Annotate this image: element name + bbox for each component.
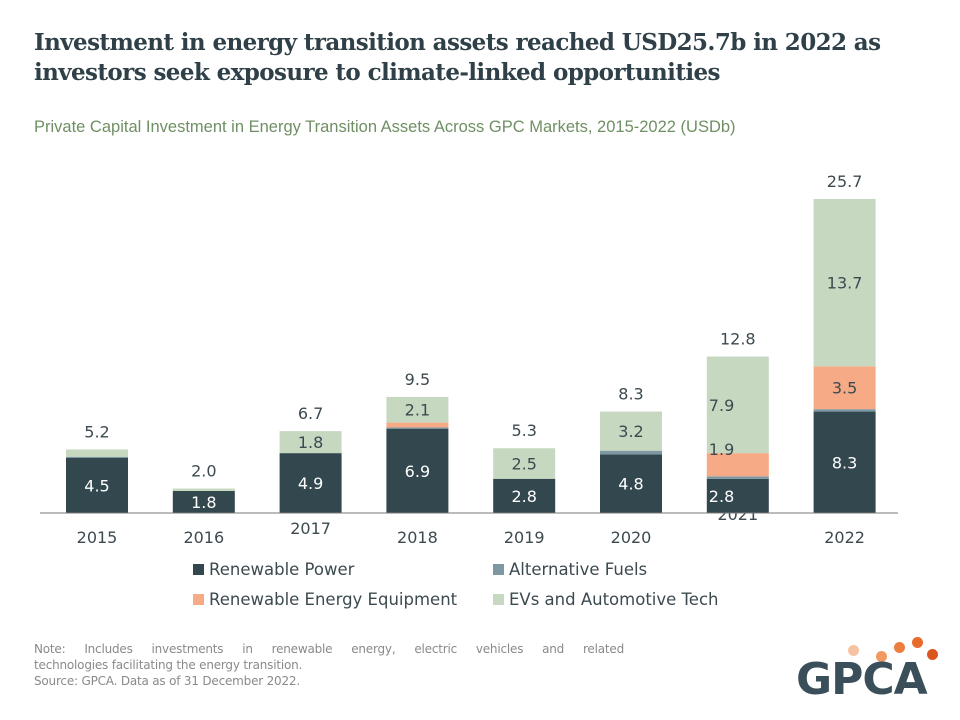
bar-segment-renewable-energy-equipment (386, 422, 449, 428)
bar-segment-renewable-energy-equipment (706, 453, 769, 477)
data-label: 1.8 (298, 433, 323, 452)
data-label: 1.9 (709, 440, 734, 459)
bar-segment-evs-and-automotive-tech (813, 198, 876, 367)
stacked-bar-chart: 2021 20154.55.220161.82.020174.91.86.720… (40, 172, 898, 547)
legend-label: Renewable Power (209, 560, 355, 579)
total-label: 5.2 (84, 422, 109, 441)
logo-dot-icon (894, 642, 905, 653)
chart-title: Investment in energy transition assets r… (34, 29, 881, 86)
bar-segment-alternative-fuels (386, 427, 449, 429)
total-label: 2.0 (191, 462, 216, 481)
x-tick-label: 2018 (397, 528, 438, 547)
legend-label: Alternative Fuels (509, 560, 648, 579)
bar-segment-alternative-fuels (813, 409, 876, 412)
logo-dot-icon (927, 649, 938, 660)
legend-label: EVs and Automotive Tech (509, 590, 719, 609)
legend-item-renewable-power: Renewable Power (193, 560, 354, 579)
legend-swatch-alternative-fuels (493, 564, 504, 575)
data-label: 2.8 (709, 487, 734, 506)
bar-segment-renewable-power (813, 411, 876, 513)
labels-group: 2015 4.5 5.2 2016 1.8 2.0 2017 4.9 1.8 6.7 2018 6.9… (77, 172, 865, 547)
total-label: 8.3 (618, 385, 643, 404)
logo-dot-icon (848, 645, 859, 656)
bars-group: 2021 (66, 198, 876, 524)
footnote: Note: Includes investments in renewable … (34, 641, 624, 689)
bar-segment-alternative-fuels (600, 450, 662, 455)
data-label: 3.5 (832, 379, 857, 398)
legend-swatch-renewable-power (193, 564, 204, 575)
bar-segment-alternative-fuels (66, 456, 128, 459)
note-line-2: technologies facilitating the energy tra… (34, 658, 303, 672)
legend-label: Renewable Energy Equipment (209, 590, 458, 609)
data-label: 4.8 (618, 475, 643, 494)
note-line-1: Note: Includes investments in renewable … (34, 642, 624, 656)
bar-segment-renewable-power (386, 428, 449, 513)
data-label: 2.1 (405, 401, 430, 420)
x-tick-label: 2017 (290, 519, 331, 538)
bar-segment-renewable-power (172, 491, 235, 513)
total-label: 5.3 (511, 421, 536, 440)
legend-item-alternative-fuels: Alternative Fuels (493, 560, 647, 579)
legend-swatch-evs-automotive-tech (493, 594, 504, 605)
bar-segment-evs-and-automotive-tech (66, 449, 128, 457)
logo-text: GPCA (796, 654, 928, 705)
data-label: 2.8 (511, 487, 536, 506)
bar-segment-evs-and-automotive-tech (493, 448, 556, 479)
data-label: 4.5 (84, 477, 109, 496)
total-label: 9.5 (405, 370, 430, 389)
data-label: 1.8 (191, 493, 216, 512)
bar-segment-alternative-fuels (706, 476, 769, 479)
bar-segment-renewable-power (279, 453, 342, 513)
total-label: 25.7 (827, 172, 863, 191)
x-tick-label: 2016 (183, 528, 224, 547)
data-label: 8.3 (832, 453, 857, 472)
bar-segment-evs-and-automotive-tech (279, 431, 342, 454)
bar-segment-renewable-energy-equipment (813, 366, 876, 410)
legend-item-evs-automotive-tech: EVs and Automotive Tech (493, 590, 719, 609)
bar-segment-renewable-power (706, 478, 769, 513)
x-tick-label: 2020 (611, 528, 652, 547)
x-tick-label: 2022 (824, 528, 865, 547)
total-label: 12.8 (720, 330, 756, 349)
bar-segment-renewable-power (66, 458, 128, 513)
data-label: 13.7 (827, 274, 863, 293)
data-label: 2.5 (511, 455, 536, 474)
bar-segment-evs-and-automotive-tech (706, 356, 769, 454)
data-label: 3.2 (618, 422, 643, 441)
bar-segment-evs-and-automotive-tech (600, 411, 662, 451)
legend-item-renewable-energy-equipment: Renewable Energy Equipment (193, 590, 457, 609)
bar-segment-evs-and-automotive-tech (172, 488, 235, 492)
x-tick-label: 2019 (504, 528, 545, 547)
bar-segment-renewable-power (493, 478, 556, 513)
source-line: Source: GPCA. Data as of 31 December 202… (34, 674, 300, 688)
chart-subtitle: Private Capital Investment in Energy Tra… (34, 118, 736, 136)
total-label: 6.7 (298, 404, 323, 423)
logo-dot-icon (912, 637, 923, 648)
gpca-logo: GPCA (796, 636, 946, 706)
data-label: 7.9 (709, 396, 734, 415)
x-tick-label: 2015 (77, 528, 118, 547)
logo-dot-icon (876, 651, 887, 662)
data-label: 4.9 (298, 474, 323, 493)
data-label: 6.9 (405, 462, 430, 481)
bar-segment-evs-and-automotive-tech (386, 396, 449, 423)
bar-segment-renewable-power (600, 454, 662, 513)
legend-swatch-renewable-energy-equipment (193, 594, 204, 605)
